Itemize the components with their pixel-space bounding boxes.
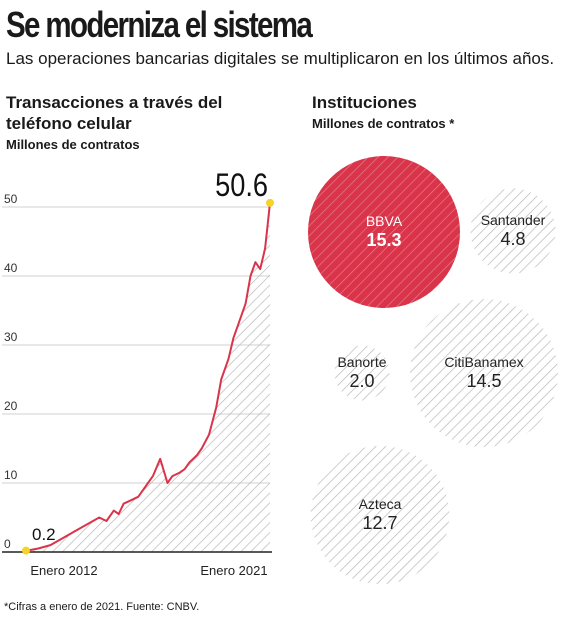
start-marker bbox=[22, 546, 30, 555]
bubble-value-label: 12.7 bbox=[362, 513, 397, 533]
bubble-value-label: 15.3 bbox=[366, 230, 401, 250]
bubble-chart-title: Instituciones bbox=[312, 93, 417, 112]
bubble-value-label: 2.0 bbox=[349, 371, 374, 391]
bubble-name-label: Azteca bbox=[359, 496, 402, 512]
x-label-start: Enero 2012 bbox=[30, 563, 97, 578]
y-tick-label: 50 bbox=[4, 192, 18, 206]
bubble-name-label: Santander bbox=[481, 212, 546, 228]
line-chart: 0 10 20 30 40 50 0.2 50.6 Enero 2012 Enero 2021 bbox=[2, 168, 274, 578]
x-label-end: Enero 2021 bbox=[200, 563, 267, 578]
y-tick-label: 10 bbox=[4, 468, 18, 482]
bubble-citibanamex bbox=[410, 299, 558, 447]
bubble-name-label: CitiBanamex bbox=[444, 354, 523, 370]
line-chart-subtitle: Millones de contratos bbox=[6, 137, 140, 152]
bubble-chart-subtitle: Millones de contratos * bbox=[312, 116, 455, 131]
y-tick-label: 20 bbox=[4, 399, 18, 413]
series-line bbox=[25, 202, 271, 552]
bubble-name-label: Banorte bbox=[337, 354, 386, 370]
line-chart-title: Transacciones a través del teléfono celu… bbox=[6, 93, 223, 133]
bubble-value-label: 14.5 bbox=[466, 371, 501, 391]
bubble-banorte bbox=[334, 345, 390, 401]
y-tick-label: 30 bbox=[4, 330, 18, 344]
y-tick-label: 0 bbox=[4, 537, 11, 551]
bubble-texture bbox=[308, 156, 460, 308]
area-fill bbox=[26, 202, 270, 552]
bubble-name-label: BBVA bbox=[366, 213, 403, 229]
page-title: Se moderniza el sistema bbox=[6, 4, 313, 45]
y-tick-label: 40 bbox=[4, 261, 18, 275]
end-marker bbox=[266, 198, 274, 207]
end-value-label: 50.6 bbox=[215, 168, 268, 204]
bubble-azteca bbox=[310, 445, 450, 585]
page-subtitle: Las operaciones bancarias digitales se m… bbox=[6, 49, 555, 68]
bubble-value-label: 4.8 bbox=[500, 229, 525, 249]
footnote: *Cifras a enero de 2021. Fuente: CNBV. bbox=[4, 601, 200, 613]
start-value-label: 0.2 bbox=[32, 525, 56, 544]
bubble-santander bbox=[470, 188, 556, 274]
